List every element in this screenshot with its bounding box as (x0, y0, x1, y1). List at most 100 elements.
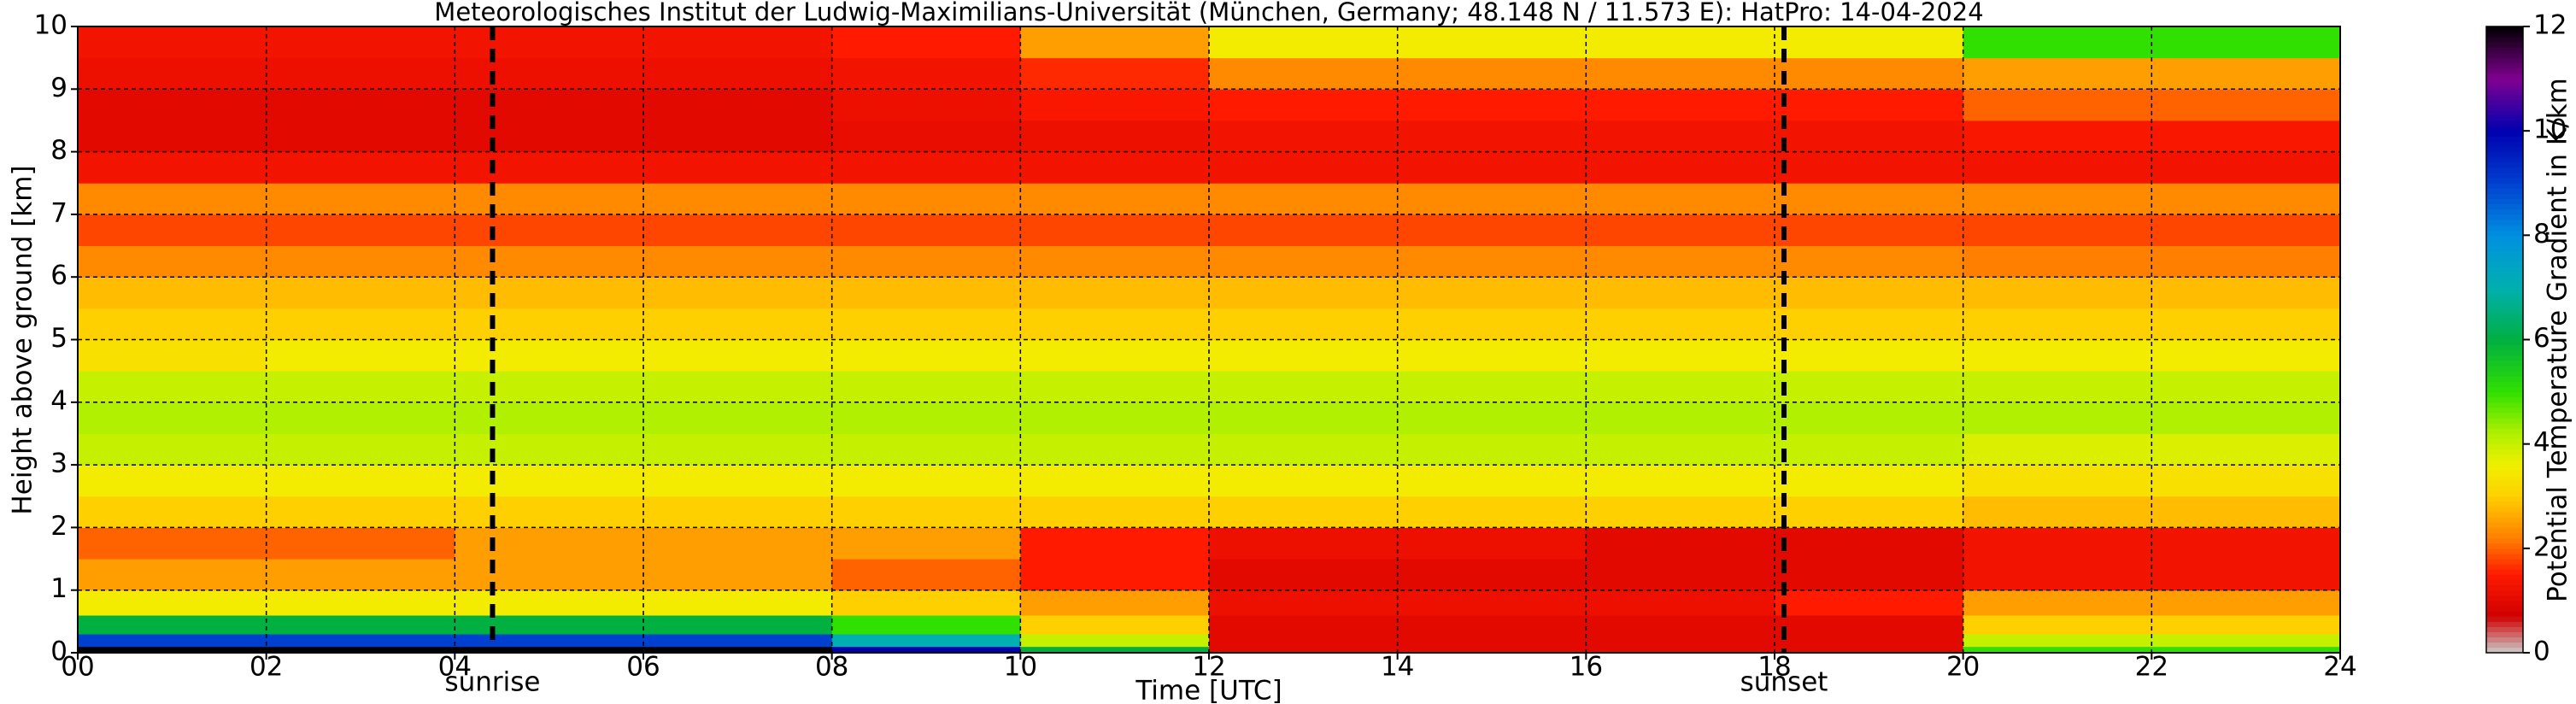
colorbar-segment (2486, 579, 2523, 586)
heatmap-cell (78, 120, 267, 153)
heatmap-cell (643, 183, 833, 215)
heatmap-cell (831, 496, 1021, 528)
heatmap-cell (2151, 590, 2341, 616)
heatmap-cell (455, 183, 644, 215)
colorbar-segment (2486, 183, 2523, 189)
heatmap-cell (1209, 590, 1399, 616)
heatmap-cell (78, 527, 267, 560)
colorbar-segment (2486, 626, 2523, 633)
heatmap-cell (643, 151, 833, 184)
heatmap-cell (1209, 634, 1399, 648)
heatmap-cell (831, 465, 1021, 497)
heatmap-cell (1209, 26, 1399, 59)
x-tick-label: 24 (2323, 652, 2356, 683)
heatmap-cell (831, 308, 1021, 340)
heatmap-cell (1209, 371, 1399, 403)
colorbar-segment (2486, 235, 2523, 241)
heatmap-cell (1963, 308, 2152, 340)
colorbar-segment (2486, 574, 2523, 580)
colorbar-tick-label: 6 (2533, 323, 2550, 354)
colorbar-segment (2486, 104, 2523, 111)
colorbar-segment (2486, 355, 2523, 361)
x-tick-label: 10 (1004, 652, 1037, 683)
heatmap-cell (266, 371, 455, 403)
colorbar-label: Potential Temperature Gradient in K/km (2543, 78, 2573, 602)
colorbar-segment (2486, 386, 2523, 393)
heatmap-cell (1209, 646, 1399, 654)
heatmap-cell (1209, 89, 1399, 121)
heatmap-cell (266, 308, 455, 340)
colorbar-segment (2486, 32, 2523, 38)
heatmap-cell (831, 214, 1021, 247)
heatmap-cell (1775, 433, 1964, 466)
colorbar-segment (2486, 366, 2523, 372)
colorbar-segment (2486, 454, 2523, 461)
heatmap-cell (2151, 277, 2341, 309)
heatmap-cell (1209, 183, 1399, 215)
colorbar-segment (2486, 402, 2523, 408)
heatmap-cell (1397, 634, 1587, 648)
heatmap-cell (455, 590, 644, 616)
heatmap-cell (1775, 371, 1964, 403)
heatmap-cell (78, 433, 267, 466)
colorbar-segment (2486, 319, 2523, 325)
heatmap-cell (1397, 89, 1587, 121)
colorbar-tick-label: 8 (2533, 219, 2550, 249)
colorbar-segment (2486, 616, 2523, 622)
x-tick-label: 14 (1381, 652, 1414, 683)
colorbar-segment (2486, 423, 2523, 429)
heatmap-cell (643, 527, 833, 560)
heatmap-cell (1775, 120, 1964, 153)
colorbar-segment (2486, 485, 2523, 492)
colorbar-segment (2486, 590, 2523, 596)
heatmap-cell (831, 339, 1021, 372)
heatmap-cell (1020, 615, 1210, 635)
x-axis-label: Time [UTC] (1135, 676, 1282, 704)
heatmap-cell (1586, 559, 1775, 591)
heatmap-cell (266, 433, 455, 466)
colorbar-segment (2486, 396, 2523, 403)
heatmap-cell (1963, 26, 2152, 59)
y-tick-label: 3 (50, 449, 67, 479)
x-tick-label: 18 (1757, 652, 1791, 683)
heatmap-cell (1963, 277, 2152, 309)
colorbar-segment (2486, 120, 2523, 126)
colorbar-segment (2486, 47, 2523, 54)
heatmap-cell (1397, 590, 1587, 616)
colorbar-segment (2486, 173, 2523, 179)
heatmap-cell (1397, 245, 1587, 278)
heatmap-cell (2151, 465, 2341, 497)
heatmap-cell (1209, 402, 1399, 434)
heatmap-cell (643, 245, 833, 278)
heatmap-cell (1586, 57, 1775, 90)
heatmap-cell (78, 245, 267, 278)
heatmap-cell (831, 120, 1021, 153)
heatmap-cell (78, 615, 267, 635)
heatmap-cell (1397, 277, 1587, 309)
colorbar-tick-label: 4 (2533, 427, 2550, 458)
colorbar-tick-label: 2 (2533, 531, 2550, 562)
colorbar-segment (2486, 313, 2523, 320)
heatmap-cell (1775, 590, 1964, 616)
heatmap-cell (1397, 465, 1587, 497)
heatmap-cell (455, 214, 644, 247)
heatmap-cell (1963, 339, 2152, 372)
heatmap-cell (2151, 245, 2341, 278)
colorbar-segment (2486, 548, 2523, 554)
colorbar-segment (2486, 569, 2523, 575)
heatmap-cell (1209, 615, 1399, 635)
heatmap-cell (643, 465, 833, 497)
heatmap-cell (78, 277, 267, 309)
heatmap-cell (1397, 151, 1587, 184)
event-label: sunset (1740, 667, 1828, 698)
heatmap-cell (1586, 371, 1775, 403)
heatmap-cell (266, 402, 455, 434)
heatmap-cell (1586, 89, 1775, 121)
colorbar-segment (2486, 292, 2523, 299)
heatmap-cell (1397, 214, 1587, 247)
heatmap-cell (455, 89, 644, 121)
colorbar-segment (2486, 621, 2523, 627)
heatmap-cell (1775, 496, 1964, 528)
colorbar-segment (2486, 214, 2523, 220)
heatmap-cell (1775, 646, 1964, 654)
